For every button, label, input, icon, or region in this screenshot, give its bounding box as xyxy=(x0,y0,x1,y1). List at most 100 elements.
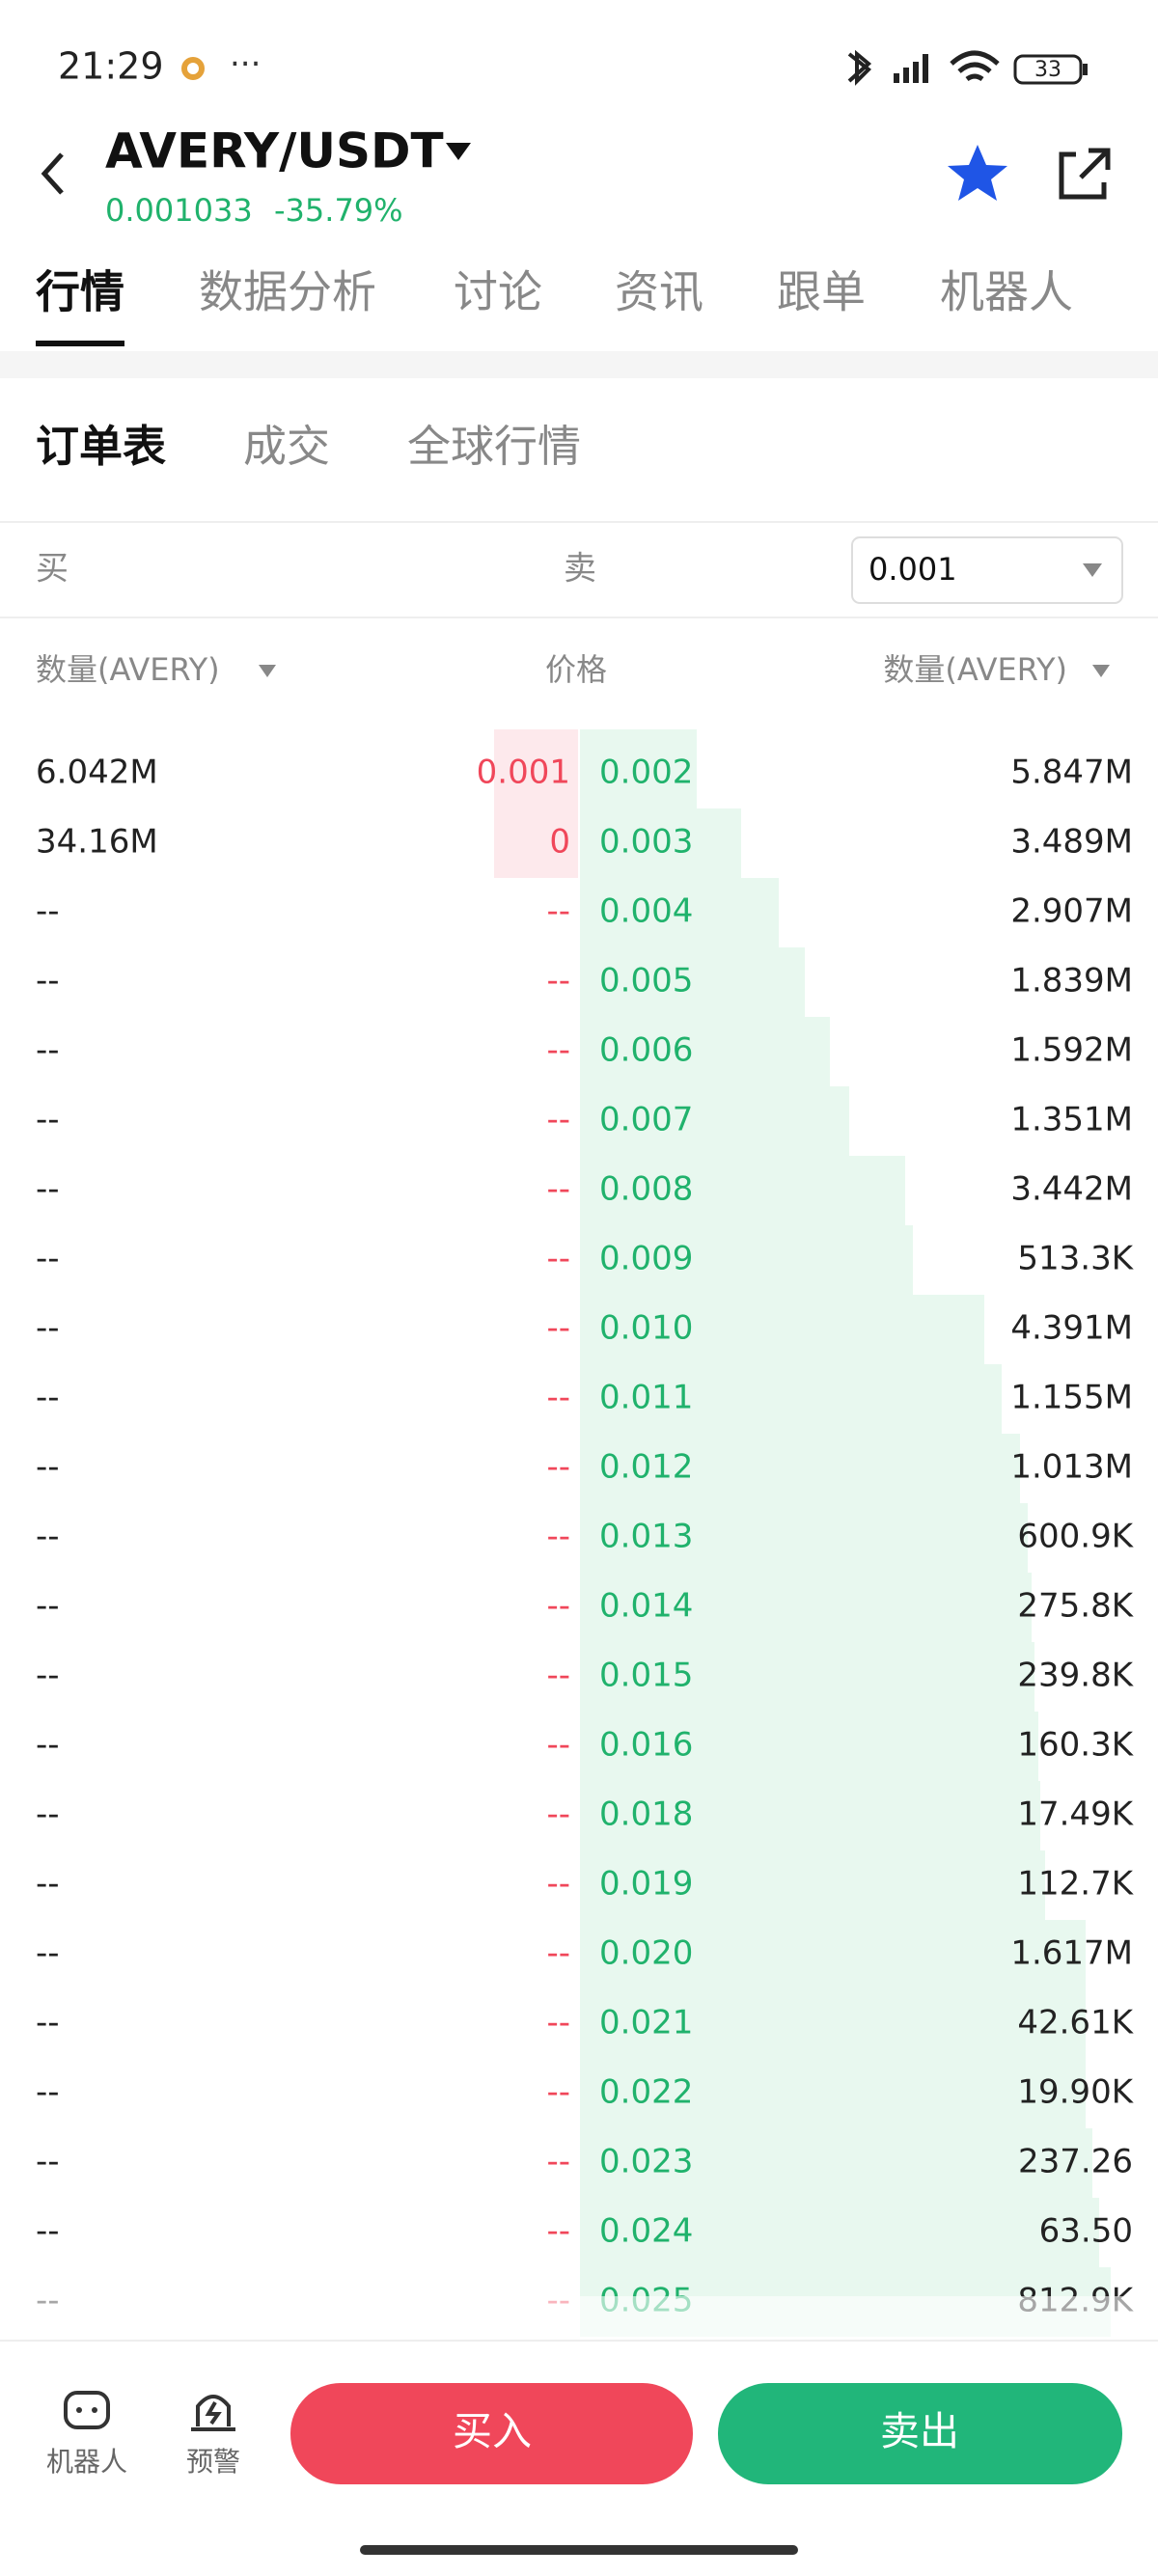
bid-qty-header[interactable]: 数量(AVERY) xyxy=(36,651,220,688)
subtab[interactable]: 成交 xyxy=(243,421,330,472)
ask-price: 0.012 xyxy=(599,1448,693,1487)
robot-icon[interactable] xyxy=(64,2391,110,2429)
bid-depth xyxy=(494,729,578,808)
ask-quantity: 1.839M xyxy=(1010,962,1133,1000)
ask-quantity: 237.26 xyxy=(1018,2143,1133,2181)
precision-select[interactable] xyxy=(851,536,1123,604)
sell-button[interactable] xyxy=(718,2383,1122,2484)
alert-label[interactable]: 预警 xyxy=(186,2446,240,2478)
subtab[interactable]: 全球行情 xyxy=(407,421,581,472)
bid-quantity: 34.16M xyxy=(36,823,158,862)
bid-quantity: -- xyxy=(36,1587,60,1626)
ask-depth xyxy=(580,1156,905,1225)
divider xyxy=(0,521,1158,523)
buy-button[interactable] xyxy=(290,2383,693,2484)
tab[interactable]: 机器人 xyxy=(940,266,1073,318)
pair-dropdown[interactable] xyxy=(446,143,471,160)
ask-depth xyxy=(580,2059,1086,2128)
ask-price: 0.011 xyxy=(599,1379,693,1417)
bid-quantity: -- xyxy=(36,1170,60,1209)
ask-qty-arrow xyxy=(1092,665,1110,677)
tab[interactable]: 跟单 xyxy=(777,266,866,318)
tab[interactable]: 数据分析 xyxy=(199,266,376,318)
ask-price: 0.016 xyxy=(599,1726,693,1765)
ask-price: 0.019 xyxy=(599,1865,693,1904)
fade xyxy=(0,2296,1158,2340)
pair-title[interactable]: AVERY/USDT xyxy=(105,123,444,179)
bid-price: -- xyxy=(546,1865,570,1904)
bid-price: -- xyxy=(546,1170,570,1209)
price-header: 价格 xyxy=(545,651,607,688)
ask-price: 0.002 xyxy=(599,754,693,792)
ask-quantity: 513.3K xyxy=(1017,1240,1134,1278)
ask-quantity: 3.442M xyxy=(1010,1170,1133,1209)
sell-button-label[interactable]: 卖出 xyxy=(880,2408,959,2454)
tab[interactable]: 讨论 xyxy=(454,266,542,318)
divider xyxy=(0,2340,1158,2342)
tab[interactable]: 行情 xyxy=(36,266,124,318)
battery-level: 33 xyxy=(1034,58,1062,82)
sell-label: 卖 xyxy=(564,550,596,589)
battery-tip xyxy=(1083,64,1088,75)
ask-depth xyxy=(580,1295,984,1364)
ask-quantity: 1.592M xyxy=(1010,1031,1133,1070)
ask-price: 0.006 xyxy=(599,1031,693,1070)
ask-depth xyxy=(580,1712,1038,1781)
home-indicator xyxy=(360,2545,798,2555)
ask-quantity: 239.8K xyxy=(1017,1657,1134,1695)
bid-price: -- xyxy=(546,1309,570,1348)
bid-quantity: -- xyxy=(36,1309,60,1348)
bid-quantity: -- xyxy=(36,1726,60,1765)
bid-quantity: -- xyxy=(36,1518,60,1556)
bid-price: -- xyxy=(546,1657,570,1695)
app-icon xyxy=(181,57,205,80)
robot-eye xyxy=(76,2407,82,2413)
battery xyxy=(1013,54,1083,85)
tab[interactable]: 资讯 xyxy=(615,266,703,318)
ask-price: 0.003 xyxy=(599,823,693,862)
ask-depth xyxy=(580,1850,1045,1920)
ask-depth xyxy=(580,1642,1034,1712)
bid-price: -- xyxy=(546,1379,570,1417)
ask-quantity: 5.847M xyxy=(1010,754,1133,792)
ask-depth xyxy=(580,1017,830,1086)
bid-quantity: -- xyxy=(36,1031,60,1070)
share-button[interactable] xyxy=(1059,148,1111,200)
robot-label[interactable]: 机器人 xyxy=(46,2446,127,2478)
ask-quantity: 19.90K xyxy=(1017,2073,1134,2112)
ask-price: 0.004 xyxy=(599,892,693,931)
bid-quantity: -- xyxy=(36,1448,60,1487)
buy-button-label[interactable]: 买入 xyxy=(453,2408,532,2454)
robot-eye xyxy=(92,2407,97,2413)
ask-price: 0.024 xyxy=(599,2212,693,2251)
precision-arrow xyxy=(1083,563,1102,577)
bid-price: -- xyxy=(546,962,570,1000)
bid-price: -- xyxy=(546,2143,570,2181)
subtab[interactable]: 订单表 xyxy=(36,421,166,472)
ask-price: 0.014 xyxy=(599,1587,693,1626)
bid-quantity: -- xyxy=(36,1865,60,1904)
alert-icon[interactable] xyxy=(191,2395,235,2431)
bid-price: -- xyxy=(546,1448,570,1487)
ask-quantity: 3.489M xyxy=(1010,823,1133,862)
bid-price: -- xyxy=(546,2073,570,2112)
ask-quantity: 600.9K xyxy=(1017,1518,1134,1556)
ask-price: 0.007 xyxy=(599,1101,693,1139)
bid-quantity: -- xyxy=(36,962,60,1000)
ask-depth xyxy=(580,1781,1040,1850)
ask-depth xyxy=(580,2128,1092,2198)
bid-quantity: -- xyxy=(36,1657,60,1695)
bid-quantity: -- xyxy=(36,2004,60,2042)
ask-qty-header[interactable]: 数量(AVERY) xyxy=(883,651,1067,688)
bid-price: -- xyxy=(546,2212,570,2251)
ask-quantity: 4.391M xyxy=(1010,1309,1133,1348)
bid-price: -- xyxy=(546,1726,570,1765)
ask-quantity: 1.155M xyxy=(1010,1379,1133,1417)
bid-price: -- xyxy=(546,1518,570,1556)
ask-quantity: 275.8K xyxy=(1017,1587,1134,1626)
back-button[interactable] xyxy=(41,152,64,195)
favorite-star[interactable] xyxy=(948,145,1007,201)
ask-depth xyxy=(580,1989,1086,2059)
bid-quantity: -- xyxy=(36,2073,60,2112)
